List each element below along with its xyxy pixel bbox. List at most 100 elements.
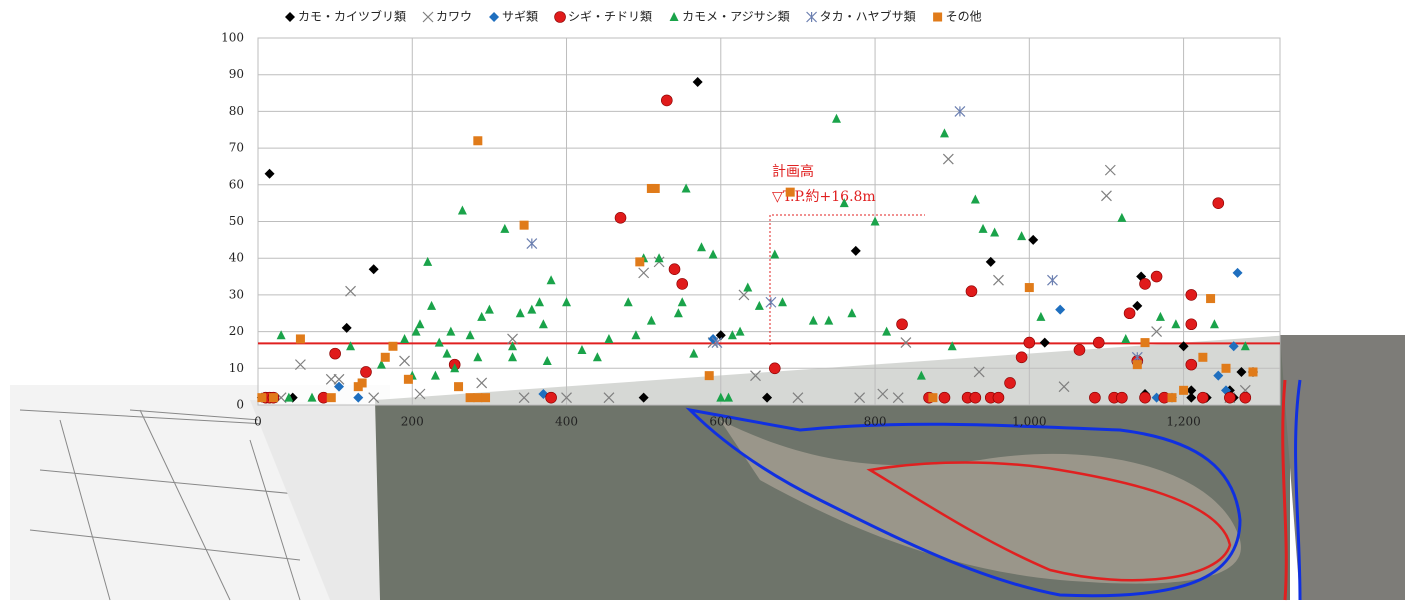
marker-circle [1073, 344, 1086, 356]
y-tick-label: 30 [229, 287, 244, 301]
annotation-label: ▽T.P.約+16.8m [772, 189, 876, 205]
legend-label: その他 [946, 10, 982, 24]
y-tick-label: 90 [229, 67, 244, 81]
legend-label: カモ・カイツブリ類 [298, 9, 406, 24]
marker-triangle [654, 253, 664, 263]
marker-cross [750, 370, 761, 382]
marker-square [1024, 283, 1034, 293]
y-tick-label: 10 [229, 361, 244, 375]
marker-square [933, 12, 943, 22]
marker-triangle [990, 227, 1000, 237]
marker-triangle [947, 341, 957, 351]
marker-circle [1185, 358, 1198, 371]
x-tick-label: 1,000 [1012, 415, 1046, 429]
marker-diamond [368, 264, 379, 275]
marker-circle [1139, 391, 1151, 404]
marker-triangle [434, 337, 444, 347]
marker-triangle [824, 315, 834, 325]
marker-triangle [1209, 319, 1219, 329]
marker-circle [1116, 391, 1128, 404]
marker-diamond [264, 168, 275, 179]
marker-triangle [592, 352, 602, 362]
marker-triangle [673, 308, 683, 318]
marker-square [295, 334, 305, 344]
marker-square [704, 371, 714, 381]
marker-square [1179, 385, 1189, 395]
marker-cross [993, 274, 1004, 286]
marker-diamond [1232, 267, 1243, 278]
marker-triangle [562, 297, 572, 307]
marker-circle [969, 391, 982, 404]
marker-triangle [450, 363, 460, 373]
marker-triangle [415, 319, 425, 329]
marker-triangle [484, 304, 494, 314]
marker-triangle [727, 330, 737, 340]
marker-triangle [473, 352, 483, 362]
marker-circle [992, 391, 1005, 404]
marker-diamond [1186, 392, 1197, 403]
y-tick-label: 100 [221, 31, 244, 45]
marker-cross [399, 355, 410, 367]
marker-diamond [1132, 300, 1143, 311]
marker-circle [1224, 391, 1236, 404]
marker-square [403, 374, 413, 384]
marker-diamond [638, 392, 649, 403]
marker-circle [1212, 197, 1225, 209]
marker-diamond [489, 12, 500, 22]
marker-cross [325, 373, 337, 385]
marker-triangle [697, 242, 707, 252]
marker-diamond [1236, 366, 1247, 377]
marker-triangle [276, 330, 286, 340]
marker-cross [422, 11, 434, 23]
marker-square [650, 183, 660, 193]
marker-triangle [500, 223, 510, 233]
x-tick-label: 800 [864, 415, 887, 429]
marker-square [465, 393, 475, 403]
marker-triangle [546, 275, 556, 285]
marker-circle [1150, 270, 1163, 283]
marker-cross [414, 388, 426, 400]
marker-cross [561, 392, 572, 404]
marker-triangle [1155, 311, 1165, 321]
marker-circle [614, 212, 627, 224]
marker-diamond [1186, 385, 1197, 396]
marker-cross [333, 373, 345, 385]
marker-diamond [333, 381, 344, 392]
marker-cross [900, 337, 912, 349]
marker-square [481, 393, 491, 403]
marker-triangle [777, 297, 787, 307]
marker-triangle [870, 216, 880, 226]
marker-triangle [307, 392, 317, 402]
marker-triangle [754, 300, 764, 310]
marker-triangle [346, 341, 356, 351]
marker-cross [1058, 381, 1070, 393]
marker-square [473, 393, 483, 403]
legend-label: カモメ・アジサシ類 [682, 10, 790, 24]
marker-triangle [400, 333, 410, 343]
y-tick-label: 70 [229, 141, 244, 155]
legend-label: シギ・チドリ類 [568, 10, 652, 24]
marker-square [388, 341, 398, 351]
marker-asterisk [1047, 274, 1058, 286]
marker-cross [1101, 190, 1112, 202]
marker-diamond [1228, 341, 1239, 352]
marker-triangle [411, 326, 421, 336]
legend-label: タカ・ハヤブサ類 [820, 9, 916, 24]
marker-circle [938, 391, 951, 404]
marker-triangle [743, 282, 753, 292]
marker-triangle [716, 392, 726, 402]
marker-triangle [978, 223, 988, 233]
marker-diamond [353, 392, 364, 403]
marker-triangle [669, 12, 679, 21]
marker-circle [660, 94, 673, 107]
marker-triangle [376, 359, 386, 369]
marker-triangle [508, 352, 518, 362]
marker-diamond [1213, 370, 1224, 381]
marker-diamond [715, 330, 726, 341]
marker-triangle [508, 341, 518, 351]
marker-cross [476, 377, 488, 389]
marker-asterisk [806, 11, 818, 23]
marker-diamond [762, 392, 773, 403]
marker-square [454, 382, 464, 392]
